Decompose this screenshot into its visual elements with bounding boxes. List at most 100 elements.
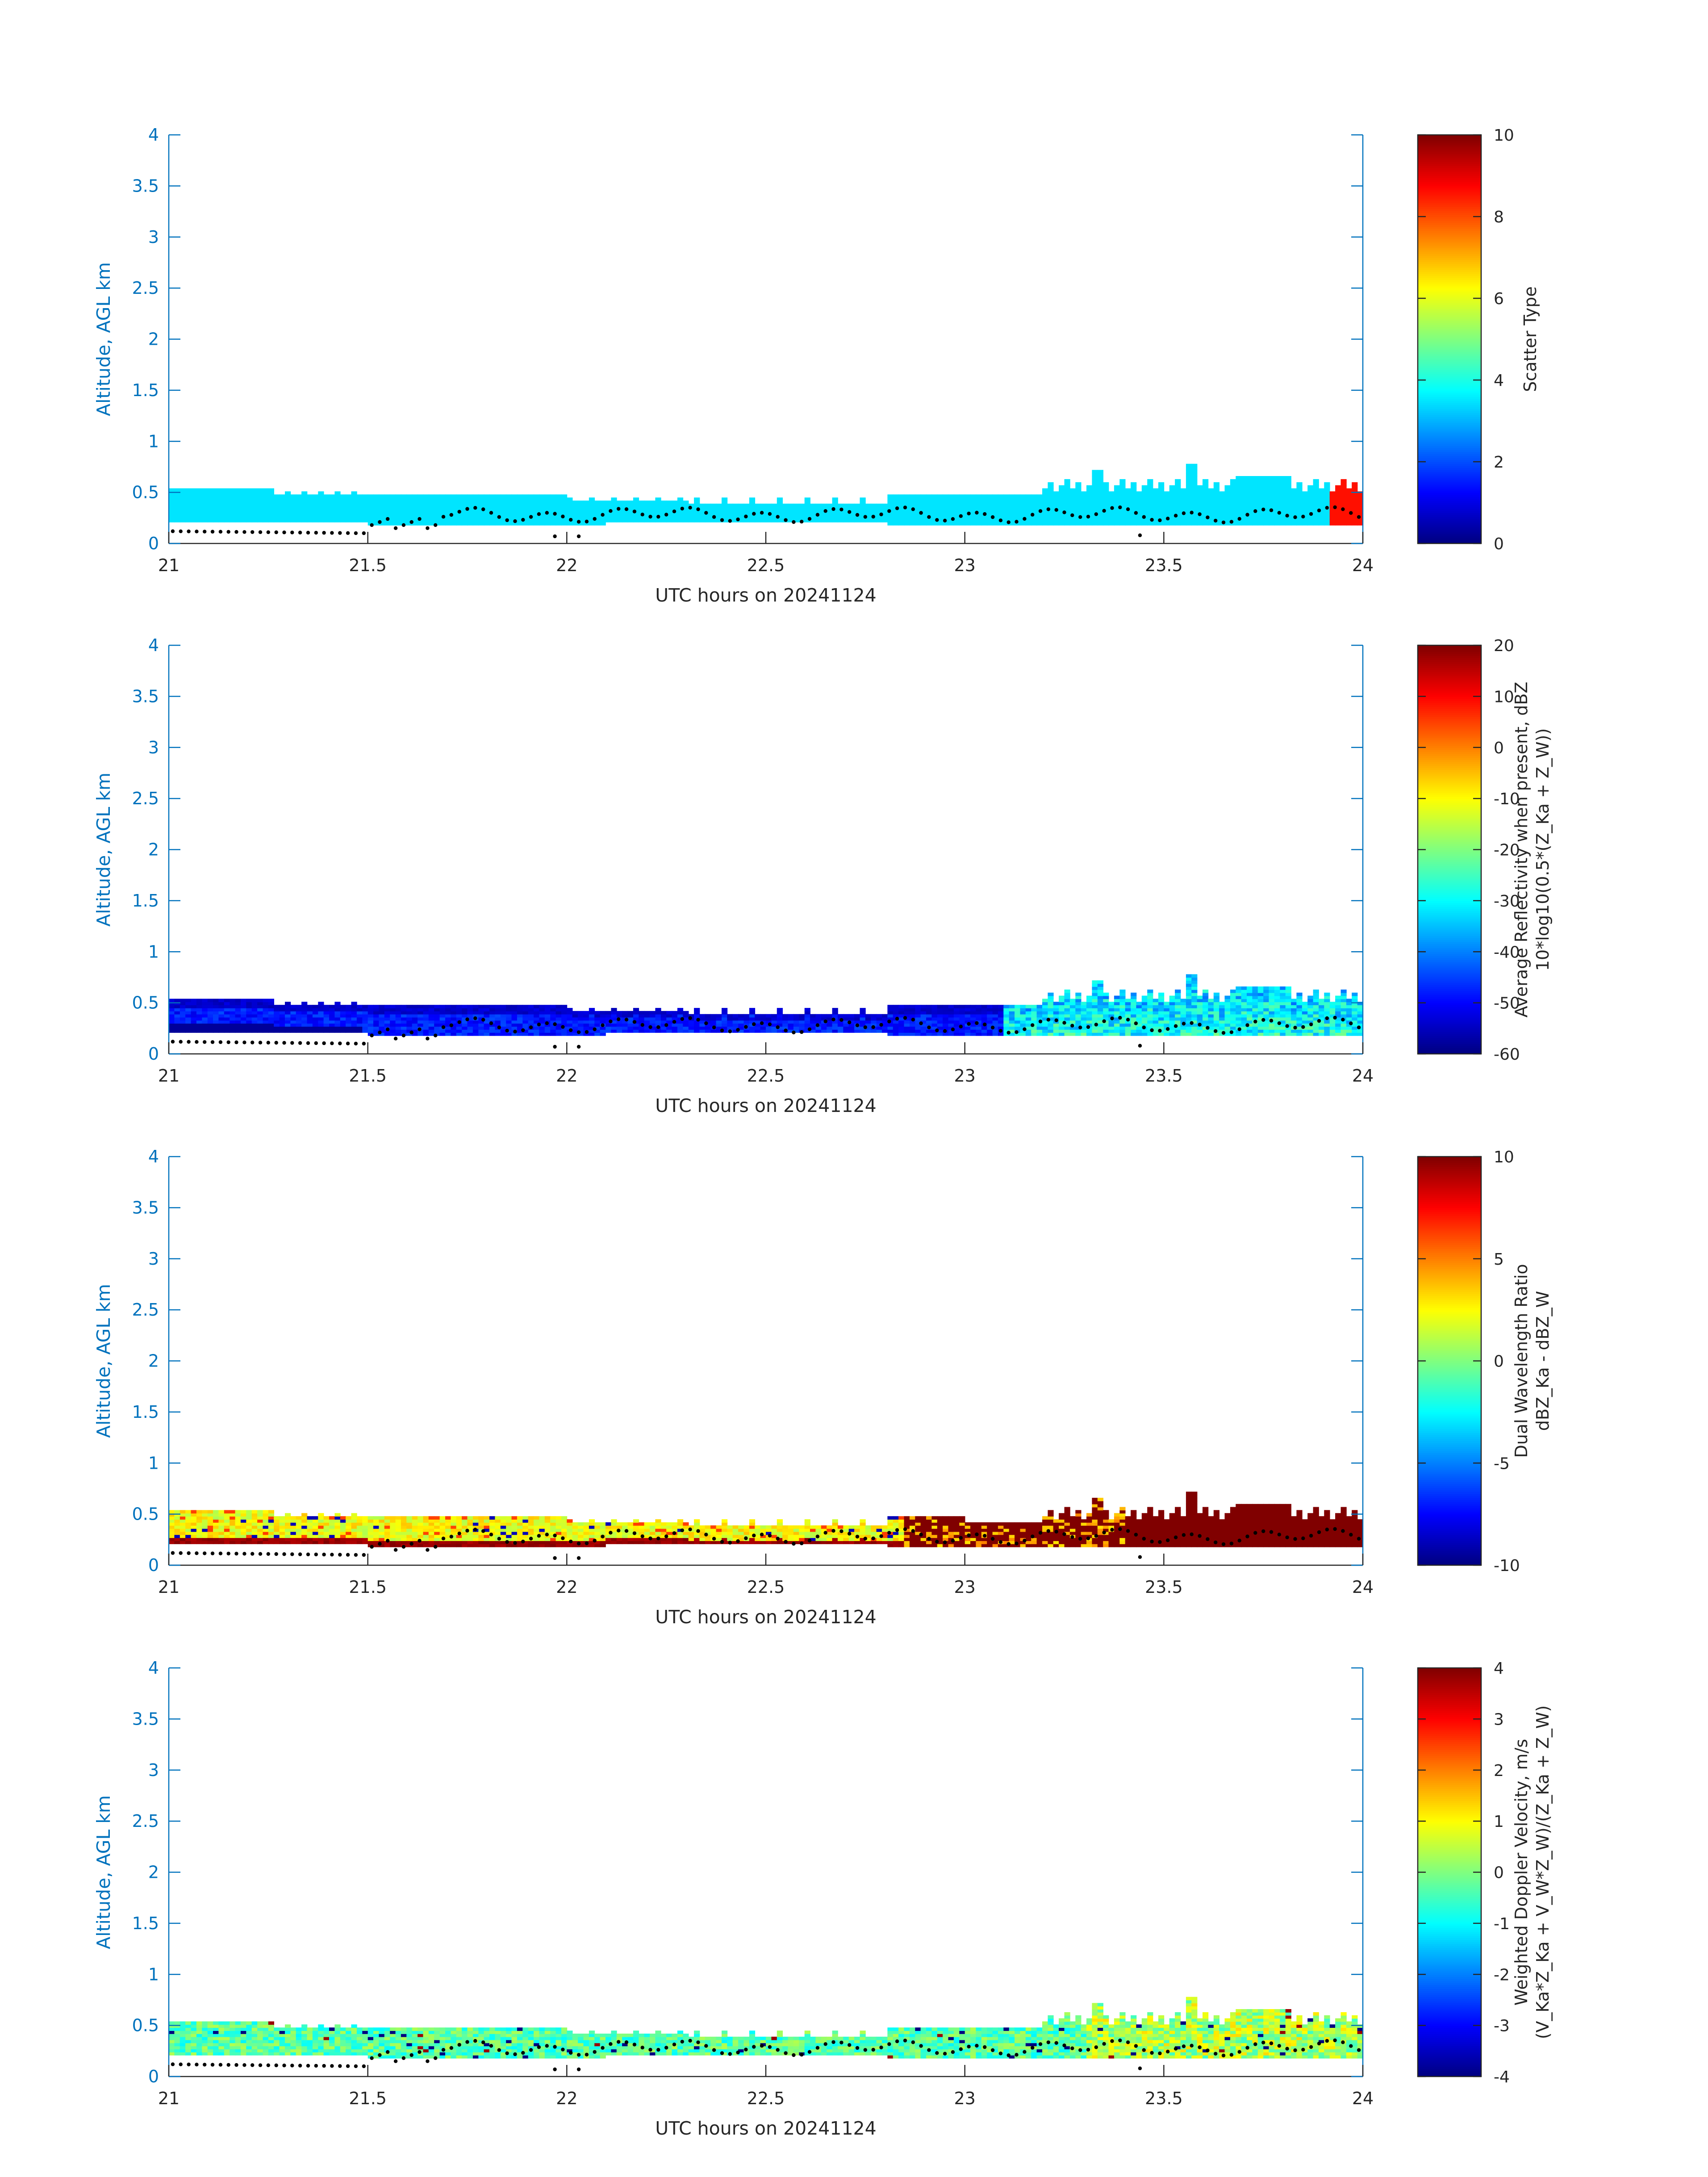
heatmap-cell [561,513,568,517]
heatmap-cell [1103,522,1109,526]
heatmap-cell [230,500,236,504]
heatmap-cell [987,1029,993,1033]
heatmap-cell [572,1014,578,1018]
heatmap-cell [1291,1017,1297,1021]
heatmap-cell [423,1011,429,1015]
heatmap-cell [451,506,457,510]
heatmap-cell [1186,494,1192,498]
colorbar-segment [1418,374,1481,376]
heatmap-cell [1125,1002,1131,1005]
heatmap-cell [213,503,219,507]
heatmap-cell [1081,1017,1087,1021]
heatmap-cell [1020,1020,1026,1024]
heatmap-cell [1285,503,1291,507]
heatmap-cell [1224,1020,1231,1024]
heatmap-cell [522,1005,529,1008]
heatmap-cell [1064,1023,1070,1027]
heatmap-cell [1075,497,1082,501]
heatmap-cell [1186,506,1192,510]
heatmap-cell [970,503,977,507]
heatmap-cell [1081,500,1087,504]
heatmap-cell [998,506,1004,510]
heatmap-cell [1081,519,1087,522]
heatmap-cell [1285,1008,1291,1011]
heatmap-cell [1036,500,1043,504]
heatmap-cell [334,1011,341,1015]
heatmap-cell [788,1017,794,1021]
heatmap-cell [495,1029,501,1033]
heatmap-cell [462,497,468,501]
heatmap-cell [467,497,473,501]
cloud-base-dot [258,1040,263,1045]
heatmap-cell [423,506,429,510]
heatmap-cell [395,1014,401,1018]
cloud-base-dot [720,1028,724,1032]
heatmap-cell [898,516,905,519]
heatmap-cell [1346,506,1353,510]
heatmap-cell [307,1026,313,1030]
heatmap-cell [1313,519,1319,522]
heatmap-cell [484,522,490,526]
heatmap-cell [307,1023,313,1027]
heatmap-cell [865,506,871,510]
heatmap-cell [1175,999,1181,1003]
heatmap-cell [1186,1029,1192,1033]
heatmap-cell [1230,995,1236,999]
heatmap-cell [213,1017,219,1021]
heatmap-cell [418,1023,424,1027]
heatmap-cell [373,1008,380,1011]
heatmap-cell [472,1020,479,1024]
heatmap-cell [517,1017,523,1021]
heatmap-cell [827,506,833,510]
heatmap-cell [1346,513,1353,517]
heatmap-cell [793,1014,800,1018]
heatmap-cell [1296,516,1303,519]
cloud-base-dot [784,518,788,522]
heatmap-cell [655,1020,661,1024]
heatmap-cell [600,1032,606,1036]
heatmap-cell [1274,479,1281,483]
heatmap-cell [965,1014,971,1018]
heatmap-cell [611,500,617,504]
heatmap-cell [445,506,451,510]
heatmap-cell [749,519,756,522]
heatmap-cell [1236,506,1242,510]
heatmap-cell [268,500,274,504]
heatmap-cell [959,503,965,507]
heatmap-cell [257,513,263,517]
heatmap-cell [418,1029,424,1033]
heatmap-cell [1186,1020,1192,1024]
heatmap-cell [1241,986,1247,990]
heatmap-cell [185,999,192,1003]
heatmap-cell [743,506,750,510]
colorbar-segment [1418,525,1481,528]
heatmap-cell [1141,1023,1148,1027]
heatmap-cell [1252,1029,1258,1033]
colorbar-segment [1418,361,1481,364]
heatmap-cell [185,1017,192,1021]
cloud-base-dot [234,530,238,534]
heatmap-cell [1119,1008,1126,1011]
heatmap-cell [296,506,302,510]
heatmap-cell [1158,1005,1165,1008]
heatmap-cell [274,497,280,501]
heatmap-cell [528,522,534,526]
heatmap-cell [539,1008,545,1011]
heatmap-cell [1329,503,1336,507]
colorbar-segment [1418,314,1481,317]
heatmap-cell [1158,506,1165,510]
heatmap-cell [871,513,877,517]
heatmap-cell [263,1011,269,1015]
heatmap-cell [1114,1032,1120,1036]
heatmap-cell [589,497,595,501]
heatmap-cell [285,491,291,495]
heatmap-cell [1081,1011,1087,1015]
heatmap-cell [683,503,689,507]
heatmap-cell [1175,1026,1181,1030]
heatmap-cell [1257,519,1264,522]
colorbar-segment [1418,447,1481,450]
heatmap-cell [1131,488,1137,492]
heatmap-cell [1175,1032,1181,1036]
heatmap-cell [771,1017,777,1021]
heatmap-cell [334,1020,341,1024]
